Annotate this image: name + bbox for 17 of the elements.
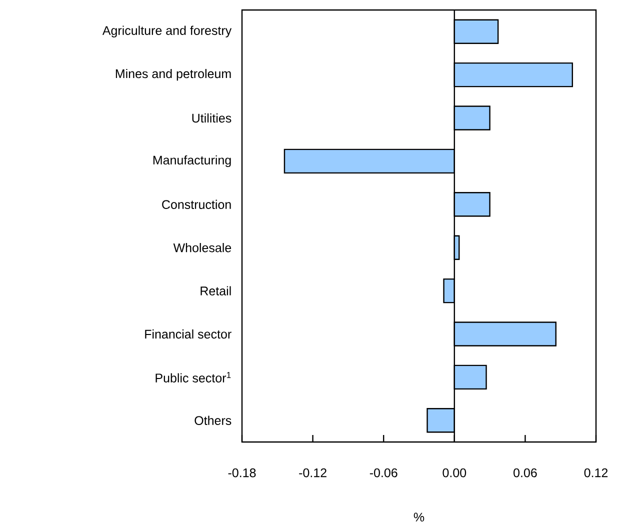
x-tick-label: -0.12 <box>299 468 326 478</box>
y-tick-label: Utilities <box>192 113 232 123</box>
x-tick-label: 0.00 <box>442 468 466 478</box>
x-tick-label: -0.18 <box>228 468 256 478</box>
y-tick-label: Others <box>194 416 232 425</box>
x-tick-label: 0.06 <box>514 468 537 478</box>
y-tick-label: Public sector$^{1}$ <box>156 372 231 382</box>
x-axis-title: % <box>414 512 424 522</box>
y-tick-label: Wholesale <box>173 243 232 252</box>
y-tick-label: Financial sector <box>145 329 232 339</box>
y-tick-label: Manufacturing <box>153 155 231 168</box>
y-tick-label: Construction <box>162 200 231 209</box>
y-tick-label: Mines and petroleum <box>116 68 231 81</box>
y-tick-label: Retail <box>200 286 231 296</box>
x-tick-label: 0.12 <box>584 468 608 478</box>
x-tick-label: -0.06 <box>370 468 398 478</box>
y-tick-label: Agriculture and forestry <box>102 26 232 38</box>
